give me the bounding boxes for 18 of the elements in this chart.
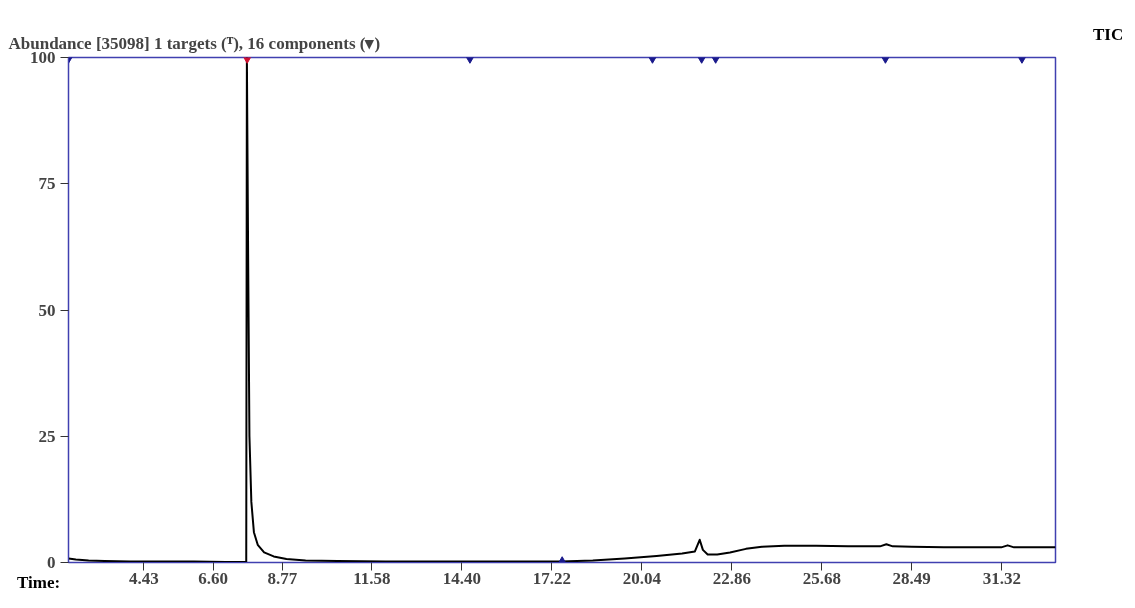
x-tick-label: 6.60 [198, 568, 228, 588]
x-tick-label: 8.77 [267, 568, 298, 588]
x-tick-label: 20.04 [622, 568, 662, 588]
x-axis-title: Time: [17, 572, 61, 594]
x-tick-label: 14.40 [442, 568, 482, 588]
text: TIC [1093, 24, 1124, 46]
x-tick-label: 4.43 [128, 568, 159, 588]
y-tick-label: 0 [47, 553, 56, 572]
y-tick-label: 75 [38, 174, 56, 194]
y-tick-label: 25 [38, 426, 56, 446]
x-tick-label: 22.86 [712, 568, 752, 588]
line-series [68, 57, 1056, 563]
y-tick-label: 50 [38, 300, 56, 320]
x-tick-label: 17.22 [532, 568, 572, 588]
x-tick-label: 11.58 [353, 568, 391, 588]
x-tick-label: 25.68 [802, 568, 842, 588]
x-tick-label: 31.32 [982, 568, 1022, 588]
x-tick-label: 28.49 [892, 568, 931, 588]
